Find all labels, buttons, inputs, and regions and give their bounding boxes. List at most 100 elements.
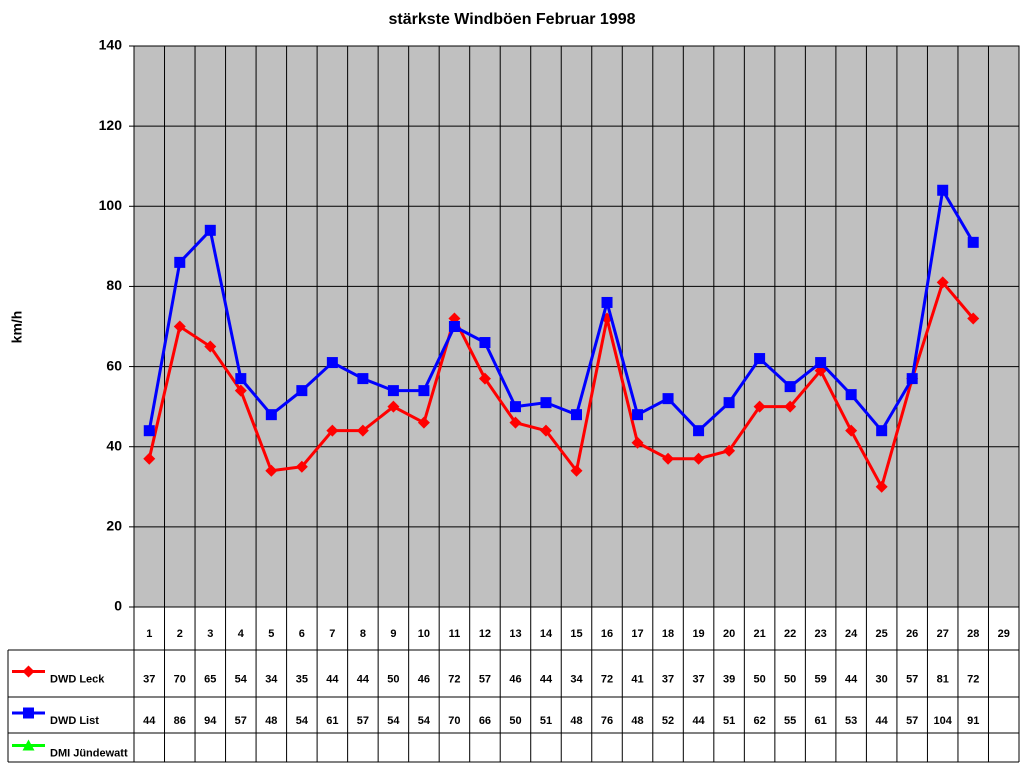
category-label: 21: [753, 628, 765, 640]
data-table-value: 44: [876, 715, 889, 727]
data-table-value: 44: [357, 673, 370, 685]
category-label: 28: [967, 628, 979, 640]
category-label: 4: [238, 628, 245, 640]
category-label: 27: [937, 628, 949, 640]
marker: [296, 385, 308, 397]
data-table-value: 50: [753, 673, 765, 685]
data-table-value: 104: [934, 715, 953, 727]
marker: [753, 400, 766, 413]
category-label: 5: [268, 628, 274, 640]
y-tick-label: 80: [106, 277, 122, 293]
marker: [692, 452, 705, 465]
data-table-value: 86: [174, 715, 186, 727]
data-table-value: 54: [418, 715, 431, 727]
category-label: 10: [418, 628, 430, 640]
marker: [967, 312, 980, 325]
marker: [204, 224, 216, 236]
marker: [754, 353, 766, 365]
marker: [784, 381, 796, 393]
series-line: [147, 185, 975, 434]
y-tick-label: 120: [99, 117, 123, 133]
data-table-value: 39: [723, 673, 735, 685]
category-label: 1: [146, 628, 152, 640]
marker: [387, 385, 399, 397]
series-line: [147, 279, 975, 491]
category-label: 12: [479, 628, 491, 640]
category-label: 19: [692, 628, 704, 640]
data-table-value: 57: [906, 715, 918, 727]
marker: [235, 373, 247, 385]
marker: [662, 452, 675, 465]
marker: [418, 385, 430, 397]
data-table-value: 57: [906, 673, 918, 685]
data-table-value: 44: [692, 715, 705, 727]
marker: [326, 357, 338, 369]
data-table-value: 50: [784, 673, 796, 685]
marker: [937, 184, 949, 196]
marker: [876, 425, 888, 437]
data-table-value: 50: [509, 715, 521, 727]
marker: [23, 707, 34, 719]
y-axis-label: km/h: [9, 311, 25, 344]
legend-label: DMI Jündewatt: [50, 747, 128, 759]
marker: [539, 424, 552, 437]
data-table-value: 72: [601, 673, 613, 685]
chart-title: stärkste Windböen Februar 1998: [388, 11, 635, 28]
data-table-value: 53: [845, 715, 857, 727]
data-table-value: 55: [784, 715, 796, 727]
marker: [448, 321, 460, 332]
data-table-value: 37: [692, 673, 704, 685]
marker: [601, 296, 613, 308]
category-label: 2: [177, 628, 183, 640]
y-tick-label: 60: [106, 357, 122, 373]
marker: [631, 436, 644, 449]
data-table-value: 94: [204, 715, 217, 727]
data-table-value: 51: [723, 715, 735, 727]
category-label: 26: [906, 628, 918, 640]
category-label: 8: [360, 628, 366, 640]
marker: [662, 393, 674, 405]
data-table-value: 48: [570, 715, 582, 727]
marker: [967, 236, 979, 248]
marker: [906, 373, 918, 385]
marker: [295, 460, 308, 473]
category-label: 6: [299, 628, 305, 640]
data-table-value: 44: [540, 673, 553, 685]
y-tick-label: 0: [114, 598, 122, 614]
data-table-value: 48: [265, 715, 277, 727]
data-table-value: 35: [296, 673, 308, 685]
y-tick-label: 20: [106, 518, 122, 534]
category-label: 25: [876, 628, 888, 640]
marker: [632, 409, 644, 421]
data-table-value: 70: [174, 673, 186, 685]
legend-label: DWD List: [50, 715, 99, 727]
category-label: 9: [390, 628, 396, 640]
category-label: 7: [329, 628, 335, 640]
marker: [509, 416, 522, 429]
data-table-value: 46: [509, 673, 521, 685]
data-table-value: 50: [387, 673, 399, 685]
marker: [173, 320, 186, 333]
category-label: 13: [509, 628, 521, 640]
data-table-value: 62: [753, 715, 765, 727]
marker: [174, 256, 186, 268]
data-table-value: 51: [540, 715, 552, 727]
data-table-value: 37: [143, 673, 155, 685]
category-label: 18: [662, 628, 674, 640]
marker: [479, 337, 491, 349]
data-table-value: 65: [204, 673, 216, 685]
data-table-value: 76: [601, 715, 613, 727]
marker: [387, 400, 400, 413]
data-table-value: 59: [815, 673, 827, 685]
data-table-value: 34: [265, 673, 278, 685]
marker: [326, 424, 339, 437]
data-table-value: 46: [418, 673, 430, 685]
category-label: 14: [540, 628, 553, 640]
marker: [570, 464, 583, 477]
marker: [784, 400, 797, 413]
marker: [723, 397, 735, 409]
marker: [936, 276, 949, 289]
legend-label: DWD Leck: [50, 673, 105, 685]
category-label: 23: [815, 628, 827, 640]
